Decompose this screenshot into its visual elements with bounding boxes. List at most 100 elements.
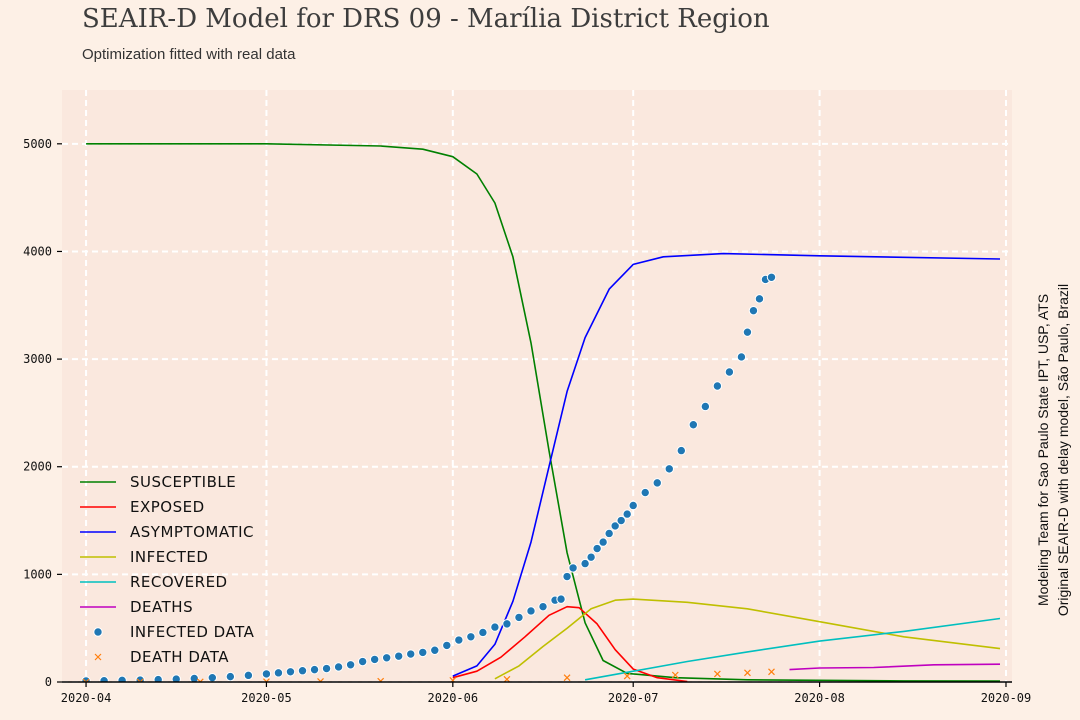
series-layer — [81, 143, 1001, 682]
point-infected-data — [478, 627, 488, 638]
legend-item-asymptomatic: ASYMPTOMATIC — [80, 523, 254, 541]
y-tick-label: 0 — [45, 675, 52, 689]
legend-item-infected-data: INFECTED DATA — [93, 623, 255, 641]
point-infected-data — [712, 381, 723, 391]
point-infected-data — [454, 635, 464, 645]
point-infected-data — [748, 305, 759, 316]
legend-item-death-data: DEATH DATA — [94, 648, 229, 666]
point-infected-data — [466, 632, 476, 642]
point-infected-data — [598, 537, 608, 547]
legend-swatch — [94, 653, 102, 661]
point-infected-data — [610, 521, 620, 531]
legend-item-recovered: RECOVERED — [80, 573, 228, 591]
point-infected-data — [261, 669, 272, 679]
point-infected-data — [117, 675, 127, 682]
legend-label: DEATHS — [130, 598, 193, 616]
point-infected-data — [562, 571, 572, 582]
point-death-data — [82, 678, 90, 682]
point-death-data — [563, 674, 571, 682]
side-note-line1: Modeling Team for Sao Paulo State IPT, U… — [1035, 294, 1051, 606]
point-death-data — [449, 676, 457, 682]
point-infected-data — [628, 500, 638, 511]
y-tick-label: 3000 — [23, 352, 52, 366]
point-infected-data — [676, 445, 687, 456]
point-infected-data — [381, 653, 392, 663]
point-infected-data — [514, 612, 524, 623]
point-infected-data — [604, 528, 614, 539]
legend-label: ASYMPTOMATIC — [130, 523, 254, 541]
point-infected-data — [556, 594, 566, 604]
point-death-data — [744, 669, 751, 677]
point-infected-data — [586, 552, 596, 562]
point-infected-data — [273, 668, 284, 678]
legend-label: RECOVERED — [130, 573, 228, 591]
chart-title: SEAIR-D Model for DRS 09 - Marília Distr… — [82, 4, 770, 34]
legend-label: SUSCEPTIBLE — [130, 473, 236, 491]
point-infected-data — [153, 674, 163, 682]
point-death-data — [768, 668, 775, 676]
legend: SUSCEPTIBLE EXPOSED ASYMPTOMATIC INFECTED RE… — [80, 473, 255, 666]
y-tick-label: 4000 — [23, 244, 52, 258]
legend-swatch — [93, 627, 103, 637]
point-death-data — [713, 670, 721, 678]
point-infected-data — [766, 272, 777, 282]
y-tick-label: 5000 — [23, 137, 52, 151]
legend-label: EXPOSED — [130, 498, 205, 516]
point-infected-data — [171, 674, 181, 682]
x-tick-label: 2020-05 — [241, 691, 292, 705]
side-note-line2: Original SEAIR-D with delay model, São P… — [1055, 284, 1071, 616]
x-tick-label: 2020-08 — [794, 691, 845, 705]
point-infected-data — [406, 649, 416, 659]
point-infected-data — [622, 509, 632, 519]
point-infected-data — [309, 664, 320, 675]
point-infected-data — [640, 487, 650, 498]
plot-area — [62, 90, 1012, 682]
point-infected-data — [207, 672, 218, 682]
point-infected-data — [321, 663, 332, 674]
point-death-data — [623, 672, 631, 680]
axes: 2020-04 2020-05 2020-06 2020-07 2020-08 2020-… — [23, 137, 1031, 705]
point-infected-data — [592, 543, 602, 554]
point-infected-data — [418, 647, 428, 658]
chart-subtitle: Optimization fitted with real data — [82, 46, 296, 63]
point-infected-data — [99, 676, 109, 682]
point-death-data — [377, 677, 385, 682]
series-line-infected — [494, 598, 1001, 680]
point-infected-data — [394, 651, 404, 661]
y-tick-label: 1000 — [23, 567, 52, 581]
point-infected-data — [135, 675, 145, 682]
point-infected-data — [616, 515, 626, 526]
x-tick-label: 2020-07 — [608, 691, 659, 705]
point-infected-data — [688, 420, 699, 430]
point-infected-data — [430, 645, 440, 655]
y-tick-label: 2000 — [23, 460, 52, 474]
legend-item-exposed: EXPOSED — [80, 498, 205, 516]
legend-item-infected: INFECTED — [80, 548, 208, 566]
point-infected-data — [345, 660, 356, 670]
x-tick-label: 2020-09 — [981, 691, 1032, 705]
point-infected-data — [736, 352, 747, 362]
point-infected-data — [285, 667, 296, 677]
series-line-recovered — [584, 617, 1001, 681]
point-infected-data — [742, 327, 753, 337]
point-infected-data — [664, 464, 674, 474]
point-infected-data — [700, 401, 711, 412]
legend-item-deaths: DEATHS — [80, 598, 193, 616]
point-infected-data — [225, 671, 236, 682]
point-infected-data — [502, 619, 512, 629]
point-infected-data — [243, 670, 254, 681]
legend-label: INFECTED DATA — [130, 623, 255, 641]
series-line-asymptomatic — [452, 252, 1001, 677]
point-infected-data — [754, 294, 765, 304]
x-tick-label: 2020-06 — [428, 691, 479, 705]
point-infected-data — [538, 601, 548, 612]
legend-item-susceptible: SUSCEPTIBLE — [80, 473, 236, 491]
point-infected-data — [568, 563, 578, 573]
series-line-deaths — [789, 663, 1001, 671]
point-infected-data — [297, 665, 308, 676]
point-infected-data — [369, 654, 380, 665]
series-line-susceptible — [86, 143, 1001, 682]
point-infected-data — [189, 673, 199, 682]
point-infected-data — [652, 478, 662, 488]
